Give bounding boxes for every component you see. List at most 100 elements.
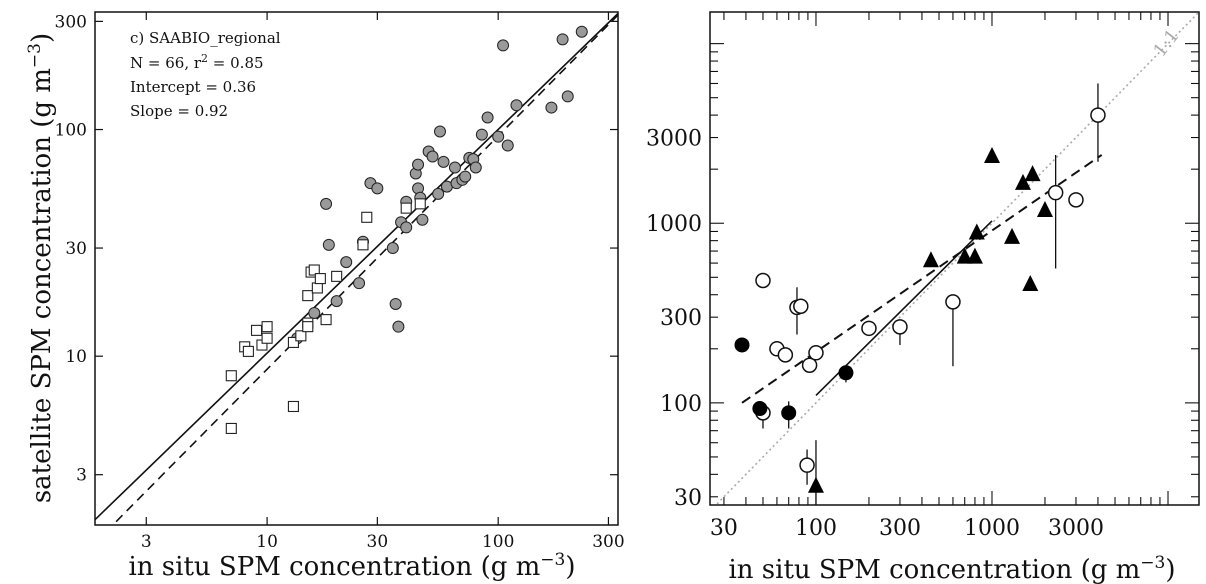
right-point-open-circle <box>1068 192 1084 208</box>
left-point-square <box>261 332 273 344</box>
left-point-square <box>302 321 314 333</box>
right-point-triangle <box>1022 274 1039 291</box>
right-point-triangle <box>807 476 824 493</box>
left-x-tick-label: 10 <box>256 532 278 552</box>
left-y-tick-label: 100 <box>55 121 87 141</box>
right-point-triangle <box>1004 227 1021 244</box>
right-x-axis-label: in situ SPM concentration (g m−3) <box>728 553 1175 584</box>
left-point-circle <box>469 161 482 174</box>
left-point-square <box>287 400 299 413</box>
right-fit-line-dashed <box>741 154 1103 404</box>
left-point-circle <box>475 128 488 141</box>
right-point-open-circle <box>861 320 877 337</box>
left-fit-line-solid <box>95 12 618 521</box>
right-x-tick-label: 100 <box>795 516 837 541</box>
right-point-filled-circle <box>752 401 768 417</box>
left-point-circle <box>481 111 494 124</box>
left-point-circle <box>392 320 405 333</box>
left-point-circle <box>412 158 425 171</box>
right-y-tick-label: 300 <box>660 306 702 331</box>
left-point-circle <box>433 125 446 138</box>
left-x-tick-label: 100 <box>482 532 514 552</box>
left-plot-frame <box>94 11 619 526</box>
left-point-circle <box>322 238 335 251</box>
left-point-circle <box>416 213 429 226</box>
right-point-open-circle <box>1090 107 1106 123</box>
left-point-square <box>414 198 426 210</box>
left-point-square <box>361 211 373 223</box>
right-point-triangle <box>1014 173 1031 190</box>
left-point-circle <box>432 187 445 200</box>
left-point-circle <box>386 242 399 255</box>
right-point-open-circle <box>755 272 771 289</box>
right-y-tick-label: 3000 <box>646 127 702 152</box>
left-y-tick-label: 10 <box>65 347 87 367</box>
left-point-square <box>261 321 273 333</box>
left-y-tick-label: 300 <box>55 12 87 32</box>
left-point-circle <box>340 256 353 269</box>
left-point-circle <box>448 161 461 174</box>
left-point-circle <box>575 25 588 38</box>
left-point-circle <box>459 170 472 183</box>
right-point-open-circle <box>808 345 824 361</box>
left-point-circle <box>501 139 514 152</box>
right-point-filled-circle <box>781 405 797 421</box>
right-point-open-circle <box>777 347 794 363</box>
right-x-tick-label: 1000 <box>964 516 1020 541</box>
right-x-tick-label: 30 <box>710 516 738 541</box>
left-point-circle <box>320 197 333 210</box>
left-point-circle <box>556 33 569 46</box>
left-point-circle <box>545 101 558 114</box>
left-point-circle <box>308 307 321 320</box>
left-point-circle <box>437 155 450 168</box>
left-point-square <box>308 264 320 276</box>
right-point-filled-circle <box>734 337 750 353</box>
right-plot-frame <box>709 11 1200 506</box>
right-x-tick-label: 300 <box>879 516 921 541</box>
right-point-triangle <box>1024 165 1041 182</box>
right-point-open-circle <box>799 457 815 473</box>
left-point-square <box>287 336 299 348</box>
left-point-square <box>357 239 369 251</box>
right-y-tick-label: 1000 <box>646 212 702 237</box>
right-x-tick-label: 3000 <box>1048 516 1104 541</box>
left-point-circle <box>510 99 523 112</box>
left-y-axis-label: satellite SPM concentration (g m−3) <box>25 33 57 503</box>
left-annotation-slope: Slope = 0.92 <box>130 102 228 120</box>
right-one-to-one-line <box>714 12 1199 505</box>
left-point-circle <box>371 182 384 195</box>
left-annotation-intercept: Intercept = 0.36 <box>130 78 256 96</box>
left-point-circle <box>400 221 413 234</box>
one-to-one-label: 1:1 <box>1149 25 1183 61</box>
right-data-points <box>734 83 1106 505</box>
left-point-square <box>250 324 263 336</box>
left-ticks: 3 10 30 100 300 3 10 30 100 300 <box>55 12 625 552</box>
right-point-open-circle <box>1047 184 1064 201</box>
right-point-triangle <box>1036 201 1053 218</box>
left-point-square <box>295 330 307 342</box>
left-fit-line-dashed <box>111 14 618 525</box>
left-point-square <box>225 422 237 434</box>
left-point-circle <box>561 90 574 103</box>
left-point-circle <box>353 277 366 290</box>
right-y-tick-label: 30 <box>674 486 702 511</box>
left-y-tick-label: 3 <box>76 466 87 486</box>
left-annotation-n-r2: N = 66, r2 = 0.85 <box>130 52 264 72</box>
left-point-circle <box>389 297 402 310</box>
left-point-circle <box>492 130 505 143</box>
left-x-tick-label: 300 <box>592 532 624 552</box>
left-point-square <box>331 270 343 282</box>
left-fit-lines <box>95 12 618 525</box>
left-annotation-label: c) SAABIO_regional <box>130 29 281 47</box>
left-data-points <box>225 25 588 434</box>
left-point-square <box>242 345 254 357</box>
right-ticks: 30 100 300 1000 3000 30 100 300 1000 3000 <box>646 12 1199 541</box>
left-point-circle <box>330 295 343 308</box>
right-point-open-circle <box>945 294 961 310</box>
left-x-axis-label: in situ SPM concentration (g m−3) <box>128 550 575 582</box>
right-point-triangle <box>922 251 939 268</box>
left-point-square <box>400 202 412 214</box>
right-point-triangle <box>966 247 983 264</box>
left-point-square <box>311 282 323 294</box>
